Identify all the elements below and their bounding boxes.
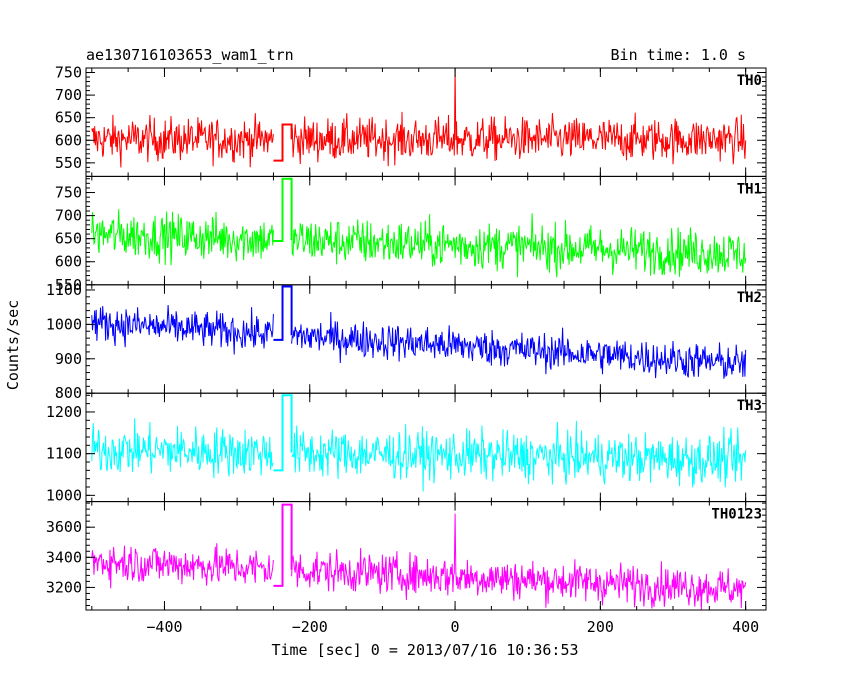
y-tick-label: 1100 [46, 281, 82, 299]
y-axis-label: Counts/sec [4, 300, 22, 390]
gap-step-th0 [273, 123, 293, 162]
series-line-th1 [91, 209, 747, 278]
y-tick-label: 3200 [46, 578, 82, 596]
panel-group: 550 600 650 700 750 TH0 550 600 650 700 750 TH1 800 9… [46, 64, 767, 636]
y-tick-label: 700 [55, 86, 82, 104]
gap-step-th1 [273, 177, 293, 242]
series-line-th0 [91, 68, 747, 168]
y-tick-label: 1000 [46, 315, 82, 333]
y-tick-label: 1000 [46, 486, 82, 504]
y-tick-label: 1200 [46, 403, 82, 421]
panel-label-th0: TH0 [737, 73, 762, 89]
panel-label-th1: TH1 [737, 181, 762, 197]
panel-frame-th0123 [85, 501, 767, 611]
panel-label-th3: TH3 [737, 398, 762, 414]
y-tick-label: 650 [55, 230, 82, 248]
y-tick-label: 600 [55, 253, 82, 271]
bin-time-label: Bin time: 1.0 s [611, 46, 746, 64]
x-tick-label: 200 [587, 618, 614, 636]
gap-step-th2 [273, 285, 293, 341]
y-tick-label: 800 [55, 384, 82, 402]
y-tick-label: 750 [55, 64, 82, 82]
x-tick-label: −400 [146, 618, 182, 636]
y-tick-label: 3600 [46, 518, 82, 536]
series-line-th0123 [91, 513, 747, 611]
y-tick-label: 700 [55, 207, 82, 225]
gap-step-th3 [273, 394, 293, 472]
x-tick-label: 0 [451, 618, 460, 636]
y-tick-label: 3400 [46, 548, 82, 566]
y-tick-label: 1100 [46, 445, 82, 463]
gap-step-th0123 [273, 503, 293, 587]
x-tick-label: 400 [732, 618, 759, 636]
x-tick-label: −200 [292, 618, 328, 636]
x-axis-label: Time [sec] 0 = 2013/07/16 10:36:53 [271, 641, 578, 659]
y-tick-label: 900 [55, 350, 82, 368]
panel-label-th2: TH2 [737, 290, 762, 306]
y-tick-label: 600 [55, 131, 82, 149]
y-tick-label: 550 [55, 276, 82, 294]
panel-label-th0123: TH0123 [711, 507, 762, 523]
y-tick-label: 750 [55, 184, 82, 202]
series-line-th2 [91, 304, 747, 379]
y-tick-label: 550 [55, 154, 82, 172]
y-tick-label: 650 [55, 109, 82, 127]
chart-title: ae130716103653_wam1_trn [86, 46, 294, 64]
series-line-th3 [91, 418, 747, 492]
